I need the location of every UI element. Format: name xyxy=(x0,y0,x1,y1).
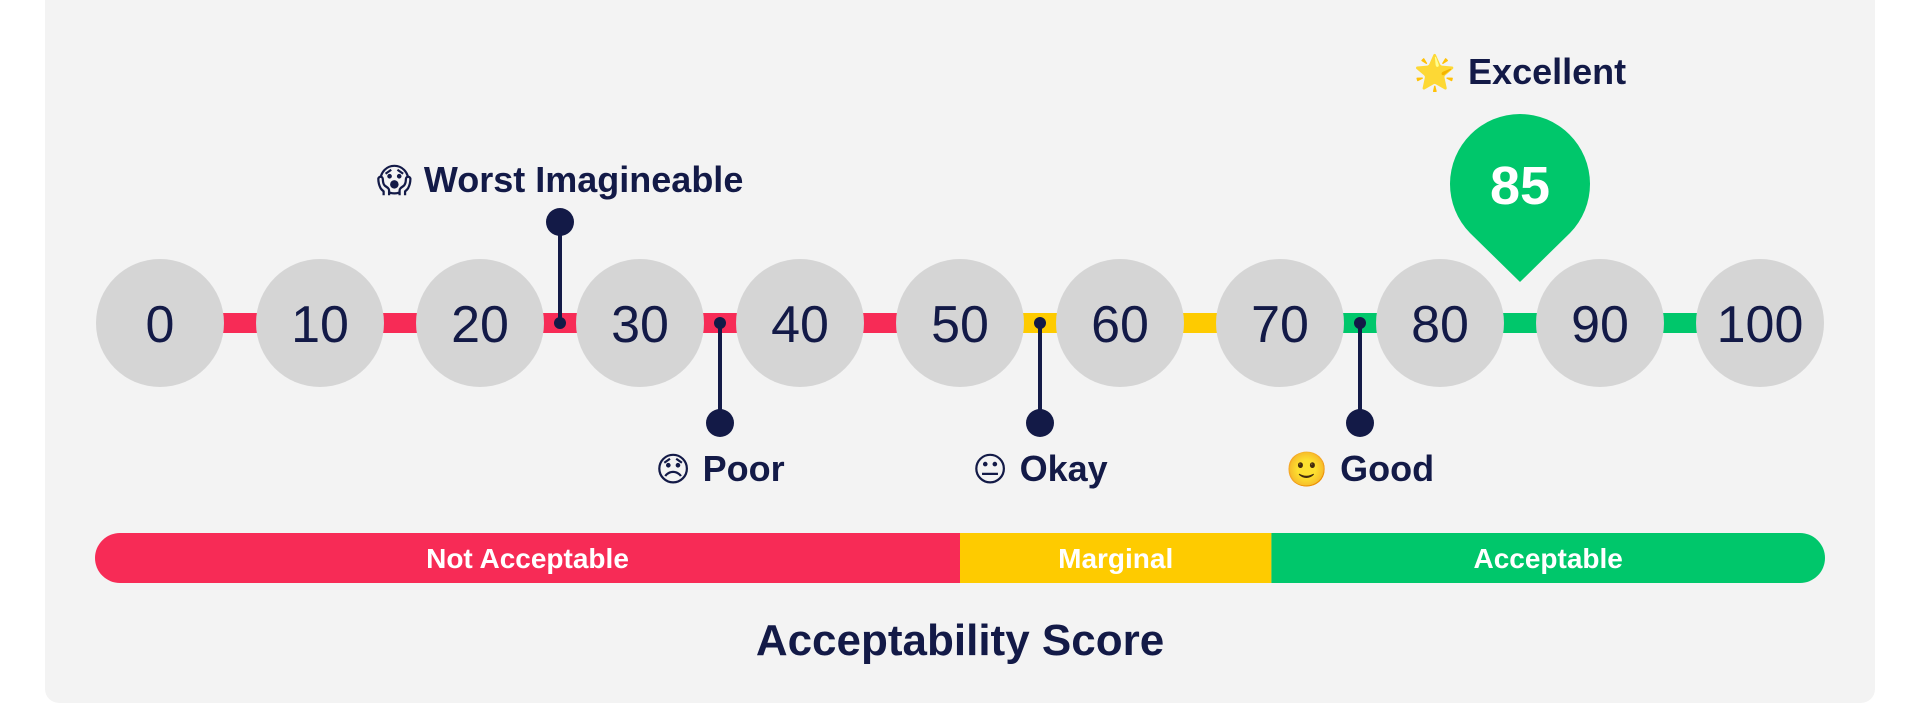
tick-80: 80 xyxy=(1376,259,1504,387)
tick-circle xyxy=(896,259,1024,387)
tick-circle xyxy=(1376,259,1504,387)
tick-circle xyxy=(1696,259,1824,387)
band-label: Marginal xyxy=(1058,543,1173,574)
marker-label: 😱 Worst Imagineable xyxy=(377,159,744,201)
marker-pin-head xyxy=(546,208,574,236)
marker-good: 🙂 Good xyxy=(1286,317,1434,490)
tick-label: 90 xyxy=(1571,296,1629,354)
tick-100: 100 xyxy=(1696,259,1824,387)
tick-90: 90 xyxy=(1536,259,1664,387)
score-pin-shape xyxy=(1450,114,1590,282)
marker-dot xyxy=(1034,317,1046,329)
marker-emoji: 😱 xyxy=(377,161,424,201)
marker-poor: 😞 Poor xyxy=(655,317,785,490)
acceptability-band-bar xyxy=(95,533,1825,583)
score-value: 85 xyxy=(1490,156,1550,216)
tick-10: 10 xyxy=(256,259,384,387)
track-segment-green xyxy=(1280,313,1760,333)
tick-30: 30 xyxy=(576,259,704,387)
marker-pin-head xyxy=(706,409,734,437)
score-annotation-text: Excellent xyxy=(1468,51,1626,92)
marker-label: 😞 Poor xyxy=(655,448,784,490)
tick-circle xyxy=(1536,259,1664,387)
tick-circle xyxy=(1056,259,1184,387)
marker-emoji: 😐 xyxy=(972,450,1019,490)
band-label: Not Acceptable xyxy=(426,543,629,574)
tick-0: 0 xyxy=(96,259,224,387)
tick-label: 100 xyxy=(1717,296,1804,354)
tick-label: 0 xyxy=(146,296,175,354)
star-icon: 🌟 xyxy=(1414,53,1468,93)
band-label: Acceptable xyxy=(1473,543,1622,574)
tick-60: 60 xyxy=(1056,259,1184,387)
tick-label: 80 xyxy=(1411,296,1469,354)
tick-40: 40 xyxy=(736,259,864,387)
marker-text: Okay xyxy=(1020,448,1108,489)
tick-circle xyxy=(576,259,704,387)
tick-label: 60 xyxy=(1091,296,1149,354)
marker-pin-head xyxy=(1026,409,1054,437)
tick-label: 50 xyxy=(931,296,989,354)
marker-emoji: 🙂 xyxy=(1286,450,1340,490)
tick-circle xyxy=(416,259,544,387)
marker-emoji: 😞 xyxy=(655,450,702,490)
tick-circle xyxy=(96,259,224,387)
marker-dot xyxy=(714,317,726,329)
tick-label: 40 xyxy=(771,296,829,354)
score-pin: 85 🌟 Excellent xyxy=(1414,51,1626,282)
score-annotation: 🌟 Excellent xyxy=(1414,51,1626,93)
marker-dot xyxy=(554,317,566,329)
tick-label: 30 xyxy=(611,296,669,354)
tick-circle xyxy=(1216,259,1344,387)
chart-title: Acceptability Score xyxy=(756,616,1164,665)
tick-70: 70 xyxy=(1216,259,1344,387)
tick-circle xyxy=(256,259,384,387)
marker-dot xyxy=(1354,317,1366,329)
band-marginal xyxy=(960,533,1272,583)
marker-text: Worst Imagineable xyxy=(424,159,743,200)
tick-label: 70 xyxy=(1251,296,1309,354)
marker-okay: 😐 Okay xyxy=(972,317,1108,490)
tick-label: 20 xyxy=(451,296,509,354)
tick-label: 10 xyxy=(291,296,349,354)
tick-circle xyxy=(736,259,864,387)
marker-pin-head xyxy=(1346,409,1374,437)
tick-20: 20 xyxy=(416,259,544,387)
marker-text: Poor xyxy=(703,448,785,489)
tick-50: 50 xyxy=(896,259,1024,387)
band-acceptable xyxy=(1271,533,1825,583)
marker-worst-imagineable: 😱 Worst Imagineable xyxy=(377,159,744,329)
marker-text: Good xyxy=(1340,448,1434,489)
band-not-acceptable xyxy=(95,533,960,583)
marker-label: 🙂 Good xyxy=(1286,448,1434,490)
marker-label: 😐 Okay xyxy=(972,448,1107,490)
